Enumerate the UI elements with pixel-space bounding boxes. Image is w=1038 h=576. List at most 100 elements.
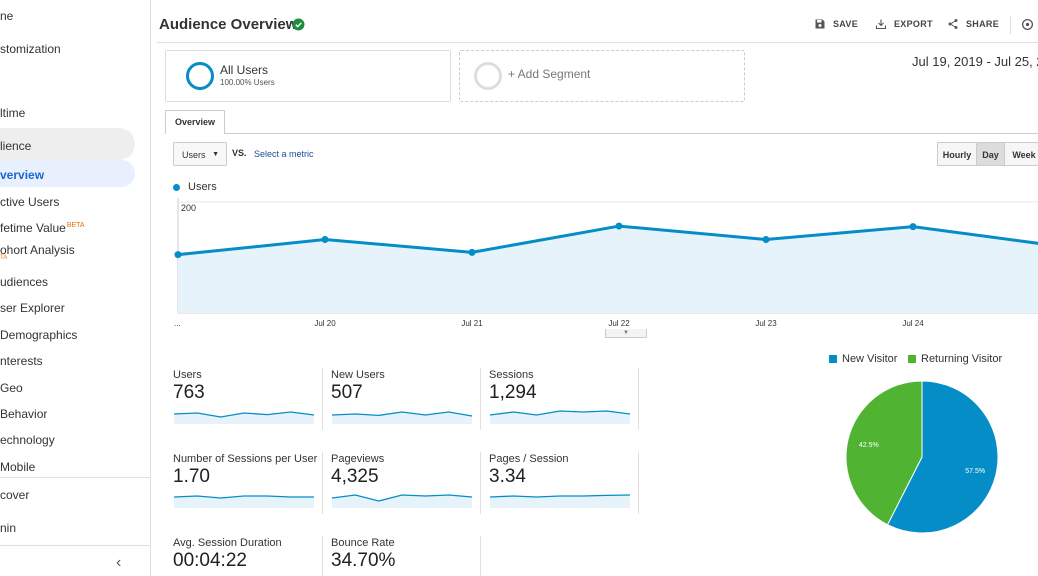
card-divider [322,452,323,514]
tab-overview[interactable]: Overview [165,110,225,134]
sidebar-item-user-explorer[interactable]: ser Explorer [0,301,65,315]
sidebar-item-mobile[interactable]: Mobile [0,460,36,474]
scorecard-value: 507 [331,382,363,403]
sidebar-item-customization[interactable]: stomization [0,42,61,56]
x-tick-label: Jul 23 [755,319,777,328]
sparkline-line [489,494,631,498]
scorecard-value: 3.34 [489,466,526,487]
sidebar-item-active-users[interactable]: ctive Users [0,195,60,209]
sidebar-nav: ne stomization ltime lience verview ctiv… [0,0,151,576]
sidebar-item-lifetime-value[interactable]: fetime ValueBETA [0,221,85,235]
granularity-week-button[interactable]: Week [1004,142,1038,166]
legend-label: New Visitor [842,353,898,365]
tab-divider [165,133,1038,134]
export-button[interactable]: EXPORT [875,18,933,30]
add-segment-label: + Add Segment [508,67,591,81]
data-point [174,251,182,259]
sidebar-item-behavior[interactable]: Behavior [0,407,48,421]
sidebar-item-home[interactable]: ne [0,9,14,23]
data-point [321,236,329,244]
pie-legend-new-visitor: New Visitor [829,353,897,365]
chevron-down-icon: ▼ [212,151,219,158]
sparkline-area [174,412,314,424]
sidebar-item-audiences[interactable]: udiences [0,275,49,289]
header-divider [1010,16,1011,34]
scorecard-label: Number of Sessions per User [173,453,318,465]
sparkline [489,494,631,508]
insights-icon[interactable] [1021,18,1034,31]
sidebar-item-discover[interactable]: cover [0,488,30,502]
legend-swatch [173,183,180,191]
segment-indicator-icon [186,62,214,90]
series-area-users [178,226,1038,313]
sidebar-section-highlight [0,128,135,160]
series-line-users [177,224,1038,257]
sidebar-item-cohort-analysis[interactable]: ohort Analysis [0,243,75,257]
sidebar-item-audience[interactable]: lience [0,139,32,153]
x-tick-label: Jul 21 [461,319,483,328]
metric-select[interactable]: Users ▼ [173,142,227,166]
segment-percent: 100.00% Users [220,78,275,87]
select-metric-link[interactable]: Select a metric [254,149,314,159]
scorecard-value: 1,294 [489,382,537,403]
date-range-picker[interactable]: Jul 19, 2019 - Jul 25, 2 [912,54,1038,69]
scorecard-label: Sessions [489,369,534,381]
segment-placeholder-icon [474,62,502,90]
legend-label: Users [188,181,217,193]
pie-legend-returning-visitor: Returning Visitor [908,353,1002,365]
data-point [468,248,476,256]
sidebar-divider [0,477,150,478]
sidebar-item-overview[interactable]: verview [0,168,45,182]
save-button[interactable]: SAVE [814,18,858,30]
vs-label: VS. [232,148,247,158]
legend-swatch [908,355,916,363]
pie-slice [845,380,923,526]
sparkline-area [174,496,314,508]
visitor-pie-chart: 57.5% 42.5% [845,380,999,534]
scorecard-value: 763 [173,382,205,403]
data-point [762,236,770,244]
scorecard-value: 00:04:22 [173,550,247,571]
y-tick-label: 200 [181,203,196,213]
sidebar-item-label: fetime Value [0,221,66,235]
add-segment-button[interactable]: + Add Segment [459,50,745,102]
save-icon [815,19,825,29]
sparkline-line [173,411,315,418]
share-button[interactable]: SHARE [947,18,999,30]
share-label: SHARE [966,19,1000,29]
beta-badge: BETA [66,222,85,229]
metric-select-value: Users [182,150,206,160]
sidebar-item-realtime[interactable]: ltime [0,106,26,120]
share-icon [948,19,958,29]
sparkline [173,411,315,424]
scorecard-value: 1.70 [173,466,210,487]
sidebar-item-interests[interactable]: nterests [0,354,43,368]
segment-all-users[interactable]: All Users 100.00% Users [165,50,451,102]
card-divider [480,452,481,514]
x-tick-label: ... [174,319,181,328]
scorecard-label: New Users [331,369,385,381]
scorecard-label: Pages / Session [489,453,569,465]
sparkline-line [331,411,473,417]
sparkline [331,411,473,424]
sidebar-item-technology[interactable]: echnology [0,433,55,447]
sparkline-area [490,411,630,424]
granularity-day-button[interactable]: Day [976,142,1005,166]
card-divider [638,452,639,514]
sparkline [489,410,631,424]
sidebar-item-geo[interactable]: Geo [0,381,23,395]
scorecard-label: Avg. Session Duration [173,537,282,549]
granularity-hourly-button[interactable]: Hourly [937,142,977,166]
segment-name: All Users [220,63,269,77]
card-divider [480,536,481,576]
header-divider [157,42,1038,43]
legend-swatch [829,355,837,363]
sparkline-area [332,495,472,508]
pie-slice [886,380,999,534]
sidebar-item-demographics[interactable]: Demographics [0,328,78,342]
expand-chart-toggle[interactable]: ▼ [605,329,647,338]
sidebar-item-admin[interactable]: nin [0,521,17,535]
collapse-sidebar-icon[interactable]: ‹ [116,554,122,571]
x-tick-label: Jul 20 [314,319,336,328]
card-divider [322,368,323,430]
